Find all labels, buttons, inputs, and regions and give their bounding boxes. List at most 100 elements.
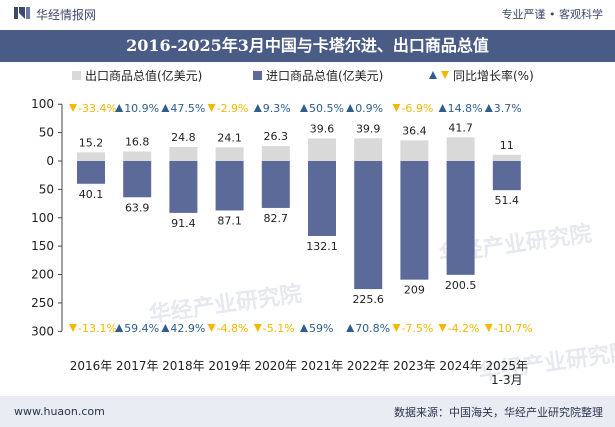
import-value-label: 209 [404,284,425,297]
import-value-label: 200.5 [445,279,477,292]
x-tick-label: 2016年 [70,359,113,373]
y-tick-label: 250 [31,296,54,310]
import-growth-triangle [484,324,493,332]
export-growth-triangle [115,104,124,112]
y-tick-label: 0 [46,154,54,168]
export-growth-triangle [438,104,447,112]
y-tick-label: 150 [31,239,54,253]
import-bar [261,161,290,208]
export-growth-label: 50.5% [309,102,344,115]
legend-swatch-export [72,71,81,80]
legend-up-triangle [429,71,437,79]
export-value-label: 24.8 [171,131,196,144]
export-growth-label: 14.8% [448,102,483,115]
import-bar [492,161,521,191]
import-bar [400,161,429,280]
x-tick-label: 2017年 [116,359,159,373]
export-bar [123,151,152,161]
import-growth-triangle [161,324,170,332]
export-value-label: 11 [500,139,514,152]
export-growth-label: 47.5% [170,102,205,115]
import-bar [77,161,105,184]
legend-label-import: 进口商品总值(亿美元) [266,68,383,83]
export-value-label: 41.7 [448,121,473,134]
export-value-label: 26.3 [264,130,289,143]
import-growth-label: 59% [309,322,333,335]
export-value-label: 16.8 [125,135,150,148]
x-tick-label: 1-3月 [491,373,523,387]
import-growth-triangle [115,324,124,332]
y-tick-label: 100 [31,211,54,225]
footer-source: 数据来源：中国海关，华经产业研究院整理 [394,405,603,419]
import-value-label: 82.7 [264,212,289,225]
x-tick-label: 2025年 [486,359,529,373]
y-tick-label: 50 [39,182,54,196]
watermark-text: 华经产业研究院 [147,281,303,328]
export-value-label: 24.1 [217,131,242,144]
x-tick-label: 2023年 [393,359,436,373]
brand: 华经情报网 [14,6,96,23]
x-tick-label: 2020年 [255,359,298,373]
export-value-label: 15.2 [79,136,104,149]
import-value-label: 225.6 [352,293,384,306]
x-tick-label: 2018年 [162,359,205,373]
import-growth-label: 59.4% [124,322,159,335]
logo-icon [14,6,30,23]
import-bar [446,161,475,275]
import-growth-label: -13.1% [78,322,117,335]
footer-url: www.huaon.com [14,405,105,418]
export-growth-triangle [69,104,77,112]
y-tick-label: 50 [39,126,54,140]
y-tick-label: 300 [31,324,54,338]
export-growth-label: -33.4% [78,102,117,115]
import-bar [308,161,336,236]
export-growth-triangle [207,104,216,112]
brand-name: 华经情报网 [36,7,97,22]
import-bar [123,161,152,198]
export-value-label: 39.6 [310,123,335,136]
import-value-label: 63.9 [125,201,150,214]
export-growth-triangle [253,104,262,112]
import-growth-triangle [253,324,262,332]
x-tick-label: 2024年 [439,359,482,373]
import-growth-label: 42.9% [170,322,205,335]
export-growth-triangle [161,104,170,112]
export-growth-triangle [392,104,401,112]
export-bar [261,146,290,161]
import-growth-triangle [300,324,308,332]
import-growth-triangle [69,324,77,332]
import-value-label: 40.1 [79,188,104,201]
import-value-label: 87.1 [217,214,242,227]
footer: www.huaon.com 数据来源：中国海关，华经产业研究院整理 [0,396,615,427]
import-growth-label: -7.5% [401,322,433,335]
import-growth-label: -4.2% [448,322,480,335]
import-value-label: 91.4 [171,217,196,230]
legend-label-growth: 同比增长率(%) [453,68,534,83]
x-tick-label: 2022年 [347,359,390,373]
import-growth-label: -4.8% [217,322,249,335]
export-growth-label: -6.9% [401,102,433,115]
export-value-label: 36.4 [402,124,427,137]
export-growth-label: 3.7% [494,102,522,115]
import-bar [354,161,383,290]
import-bar [215,161,244,211]
export-bar [215,147,244,161]
y-tick-label: 100 [31,97,54,111]
export-growth-triangle [484,104,493,112]
legend-down-triangle [441,71,449,79]
export-growth-label: 0.9% [355,102,383,115]
export-growth-label: 9.3% [263,102,291,115]
export-growth-label: -2.9% [217,102,249,115]
legend-label-export: 出口商品总值(亿美元) [85,68,202,83]
export-bar [354,138,383,161]
import-growth-triangle [438,324,447,332]
export-bar [492,154,521,161]
export-value-label: 39.9 [356,122,381,135]
legend-swatch-import [253,71,262,80]
export-bar [446,137,475,161]
import-growth-triangle [207,324,216,332]
export-growth-triangle [300,104,308,112]
top-bar: 华经情报网 专业严谨 • 客观科学 [0,0,615,28]
export-bar [169,146,198,161]
